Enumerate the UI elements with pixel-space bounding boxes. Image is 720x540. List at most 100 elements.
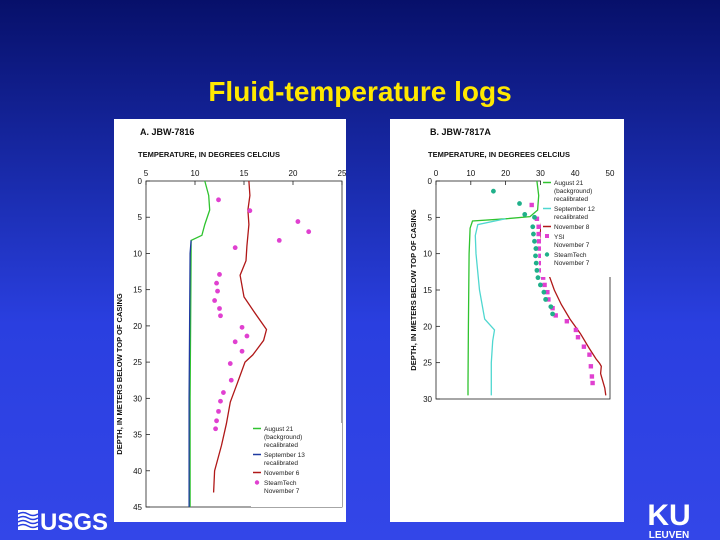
chart-a-legend-steamtech-text: November 7 (264, 488, 300, 495)
chart-a-legend-steamtech-swatch (254, 480, 260, 485)
chart-a-xtick-label: 5 (144, 169, 149, 178)
chart-b-series-steamtech_b-point (548, 304, 554, 310)
chart-b-legend-ysi-swatch (545, 234, 549, 238)
chart-b-series-ysi-point (590, 380, 595, 386)
chart-b-legend-ysi-text: November 7 (554, 242, 590, 249)
chart-b-series-ysi-point (587, 352, 592, 357)
chart-b-series-steamtech_b-point (532, 238, 537, 244)
chart-a-xlabel: TEMPERATURE, IN DEGREES CELCIUS (138, 150, 280, 159)
chart-a-series-steamtech-point (214, 280, 219, 286)
chart-a-series-steamtech-point (214, 418, 219, 424)
chart-b-series-ysi-point (573, 327, 579, 333)
chart-b-legend-november-text: November 8 (554, 224, 590, 231)
chart-a-series-steamtech-point (218, 398, 223, 404)
chart-a-series-steamtech-point (218, 313, 223, 319)
chart-a-ytick-label: 10 (133, 249, 142, 258)
chart-b-legend-ysi-text: YSI (554, 234, 565, 241)
chart-b-xtick-label: 30 (536, 169, 545, 178)
chart-b-xlabel: TEMPERATURE, IN DEGREES CELCIUS (428, 150, 570, 159)
chart-b-series-steamtech_b-point (533, 246, 539, 251)
chart-b-series-september_b-line (474, 218, 506, 396)
chart-a-xtick-label: 15 (240, 169, 249, 178)
chart-b-series-ysi-point (581, 344, 587, 349)
chart-b-ytick-label: 10 (423, 250, 432, 259)
chart-b-xtick-label: 40 (571, 169, 580, 178)
chart-a-series-steamtech-point (232, 339, 238, 345)
chart-b-ytick-label: 5 (428, 213, 433, 222)
ku-logo-text: KU (647, 499, 690, 532)
chart-b-series-steamtech_b-point (533, 253, 538, 259)
chart-a-ytick-label: 20 (133, 322, 142, 331)
chart-b-ytick-label: 30 (423, 395, 432, 404)
chart-b-series-ysi-point (564, 319, 570, 324)
chart-b-series-ysi-point (553, 313, 558, 318)
chart-a-panel-label: A. JBW-7816 (140, 127, 194, 137)
chart-b-series-steamtech_b-point (522, 212, 528, 217)
chart-b-series-august-line (467, 180, 540, 396)
chart-b-legend-steamtech_b-swatch (544, 252, 550, 257)
chart-b-xtick-label: 50 (606, 169, 615, 178)
chart-a-series-steamtech-point (239, 348, 245, 354)
chart-a-ytick-label: 45 (133, 503, 142, 512)
chart-b-series-steamtech_b-point (532, 214, 537, 220)
chart-a-xtick-label: 20 (289, 169, 298, 178)
chart-a-series-september-line (188, 240, 192, 507)
chart-a-series-november-line (212, 180, 268, 493)
usgs-wave-icon (18, 510, 39, 530)
chart-b-series-steamtech_b-point (534, 267, 540, 273)
chart-a-series-steamtech-point (215, 288, 220, 294)
chart-b-series-ysi-point (537, 246, 542, 251)
chart-a-legend-steamtech-text: SteamTech (264, 480, 297, 487)
chart-b-series-steamtech_b-point (543, 297, 549, 302)
usgs-logo-text: USGS (40, 509, 108, 534)
chart-panel-b: B. JBW-7817A TEMPERATURE, IN DEGREES CELC… (390, 119, 624, 522)
chart-a-xtick-label: 25 (338, 169, 346, 178)
slide-title: Fluid-temperature logs (208, 76, 512, 107)
chart-b-series-ysi-point (588, 364, 594, 369)
chart-a-series-august-line (189, 180, 211, 507)
chart-b-series-ysi-point (542, 282, 547, 288)
chart-b-legend-august-text: August 21 (554, 180, 584, 187)
chart-a-legend-august-text: recalibrated (264, 442, 298, 449)
chart-a-legend-august-text: (background) (264, 434, 302, 441)
chart-b-xtick-label: 0 (434, 169, 439, 178)
chart-b-legend-september_b-text: September 12 (554, 206, 595, 213)
chart-a-ytick-label: 25 (133, 358, 142, 367)
chart-a-series-steamtech-point (217, 306, 222, 311)
chart-b-series-ysi-point (540, 275, 546, 280)
chart-a-series-steamtech-point (247, 208, 253, 214)
chart-b-ytick-label: 15 (423, 286, 432, 295)
chart-a-series-steamtech-point (239, 324, 245, 330)
chart-b-series-ysi-point (575, 335, 581, 340)
chart-a-ytick-label: 35 (133, 431, 142, 440)
chart-b-series-ysi-point (546, 297, 551, 302)
chart-a-series-steamtech-point (216, 197, 221, 203)
chart-a-series-steamtech-point (276, 238, 282, 243)
chart-a-series-steamtech-point (244, 333, 250, 339)
chart-b-xtick-label: 20 (501, 169, 510, 178)
chart-b-series-steamtech_b-point (531, 231, 536, 237)
chart-a-series-steamtech-point (227, 361, 233, 366)
chart-b-series-steamtech_b-point (533, 260, 539, 266)
chart-a-legend-august-text: August 21 (264, 426, 294, 433)
chart-a-series-steamtech-point (217, 272, 222, 277)
chart-b-ytick-label: 0 (428, 177, 433, 186)
chart-b-series-ysi-point (536, 231, 541, 237)
chart-b-legend-steamtech_b-text: November 7 (554, 260, 590, 267)
chart-a-ytick-label: 40 (133, 467, 142, 476)
leuven-logo-text: LEUVEN (649, 530, 690, 540)
chart-a-series-steamtech-point (212, 298, 217, 303)
chart-b-series-ysi-point (536, 224, 541, 229)
chart-b-svg: B. JBW-7817A TEMPERATURE, IN DEGREES CELC… (409, 127, 615, 404)
chart-b-legend-steamtech_b-text: SteamTech (554, 252, 587, 259)
chart-b-legend-box (541, 177, 611, 277)
chart-a-ylabel: DEPTH, IN METERS BELOW TOP OF CASING (115, 293, 124, 455)
chart-b-legend-august-text: (background) (554, 188, 592, 195)
chart-panel-a: A. JBW-7816 TEMPERATURE, IN DEGREES CELCI… (114, 119, 346, 522)
chart-a-ytick-label: 15 (133, 286, 142, 295)
chart-b-series-ysi-point (589, 374, 595, 379)
chart-b-series-steamtech_b-point (530, 224, 536, 230)
chart-b-series-ysi-point (536, 239, 542, 244)
chart-b-ytick-label: 25 (423, 359, 432, 368)
chart-a-ytick-label: 0 (138, 177, 143, 186)
